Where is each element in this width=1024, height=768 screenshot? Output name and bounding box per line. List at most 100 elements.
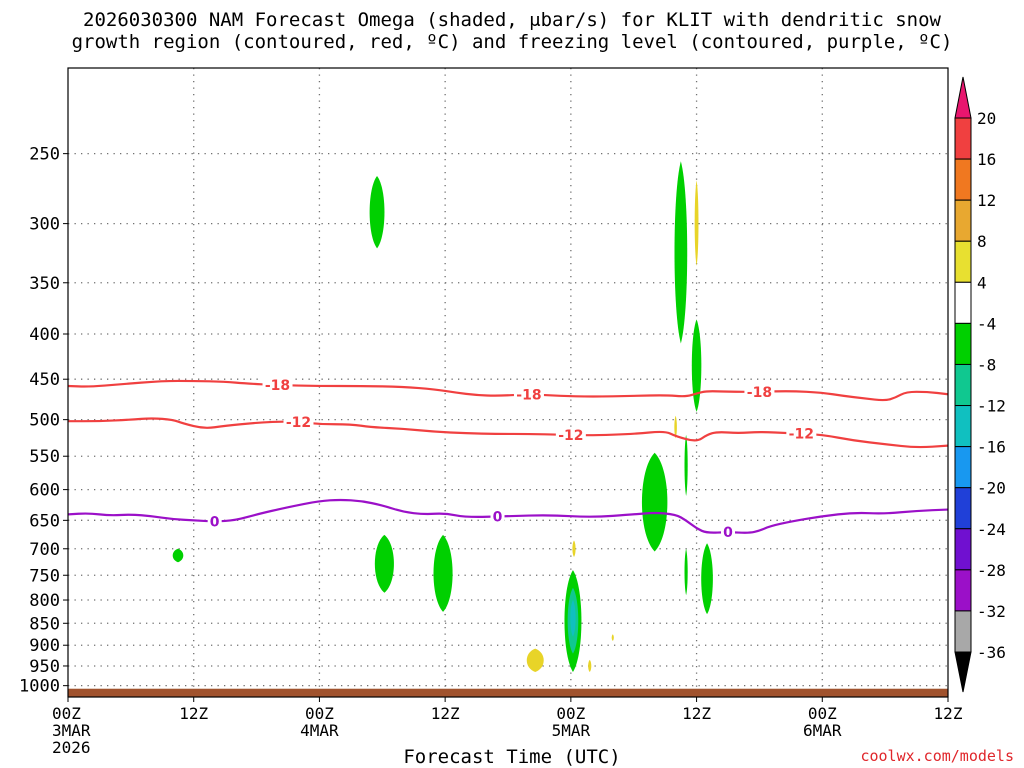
omega-minus4-520 bbox=[684, 434, 688, 496]
plot-frame bbox=[67, 67, 949, 698]
dgz-minus12 bbox=[68, 417, 948, 449]
freezing-level-0-label-bg-0 bbox=[207, 513, 222, 530]
credit-link[interactable]: coolwx.com/models bbox=[860, 747, 1014, 765]
colorbar-box-4 bbox=[954, 281, 972, 324]
colorbar-box-2 bbox=[954, 199, 972, 242]
x-tick-label-0-0: 00Z bbox=[52, 704, 81, 723]
dgz-minus12-label-bg-2 bbox=[786, 425, 817, 442]
dgz-minus18 bbox=[68, 379, 948, 402]
omega-minus4-715 bbox=[172, 548, 184, 563]
omega-minus4-445 bbox=[691, 319, 702, 412]
colorbar-box-1 bbox=[954, 158, 972, 201]
x-tick-label-12-0: 12Z bbox=[179, 704, 208, 723]
colorbar-label-12: -32 bbox=[977, 602, 1006, 621]
y-tick-label-350: 350 bbox=[29, 274, 60, 294]
dgz-minus12-label-1: -12 bbox=[558, 428, 583, 444]
colorbar-label-13: -36 bbox=[977, 643, 1006, 662]
x-tick-label-48-1: 5MAR bbox=[552, 721, 591, 740]
dgz-minus18-label-bg-2 bbox=[744, 383, 775, 400]
dgz-minus18-label-1: -18 bbox=[516, 387, 541, 403]
dgz-minus18-label-bg-1 bbox=[513, 386, 544, 403]
dgz-minus18-label-bg-0 bbox=[262, 377, 293, 394]
freezing-level-0-label-2: 0 bbox=[723, 525, 733, 541]
y-tick-label-400: 400 bbox=[29, 325, 60, 345]
dgz-minus12-label-bg-1 bbox=[555, 426, 586, 443]
colorbar-box-8 bbox=[954, 446, 972, 489]
x-tick-label-0-1: 3MAR bbox=[52, 721, 91, 740]
colorbar-label-2: 12 bbox=[977, 191, 996, 210]
x-tick-label-48-0: 00Z bbox=[556, 704, 585, 723]
x-tick-label-72-1: 6MAR bbox=[803, 721, 842, 740]
colorbar-top-triangle bbox=[954, 76, 972, 119]
colorbar-box-0 bbox=[954, 117, 972, 160]
x-tick-label-0-2: 2026 bbox=[52, 738, 91, 757]
colorbar-box-11 bbox=[954, 569, 972, 612]
omega-minus4-620 bbox=[641, 452, 668, 552]
colorbar-label-9: -20 bbox=[977, 479, 1006, 498]
colorbar-box-10 bbox=[954, 528, 972, 571]
y-tick-label-750: 750 bbox=[29, 566, 60, 586]
freezing-level-0-label-1: 0 bbox=[493, 509, 503, 525]
dgz-minus12-label-0: -12 bbox=[286, 415, 311, 431]
colorbar-label-5: -4 bbox=[977, 314, 996, 333]
y-axis: 2503003504004505005506006507007508008509… bbox=[19, 145, 68, 697]
colorbar-bottom-triangle bbox=[954, 651, 972, 693]
freezing-level-0-label-0: 0 bbox=[210, 515, 220, 531]
y-tick-label-900: 900 bbox=[29, 636, 60, 656]
freezing-level-0-label-bg-1 bbox=[490, 508, 505, 525]
colorbar-box-9 bbox=[954, 487, 972, 530]
omega-minus4-330 bbox=[674, 161, 688, 344]
colorbar-label-1: 16 bbox=[977, 150, 996, 169]
x-tick-label-60-0: 12Z bbox=[682, 704, 711, 723]
colorbar-box-5 bbox=[954, 322, 972, 365]
chart-title-line-2: growth region (contoured, red, ºC) and f… bbox=[71, 31, 953, 53]
colorbar-label-6: -8 bbox=[977, 355, 996, 374]
colorbar-label-11: -28 bbox=[977, 561, 1006, 580]
x-tick-label-24-0: 00Z bbox=[305, 704, 334, 723]
freezing-level-0-label-bg-2 bbox=[721, 523, 735, 540]
omega-plus4-505 bbox=[674, 415, 677, 439]
omega-minus4-750 bbox=[433, 534, 453, 612]
contour-lines: -18 -18 -18 -12 -12 -12 0 0 0 bbox=[68, 377, 948, 541]
terrain-fill bbox=[68, 688, 948, 697]
y-tick-label-700: 700 bbox=[29, 540, 60, 560]
omega-plus4-950 bbox=[588, 659, 592, 672]
y-tick-label-650: 650 bbox=[29, 511, 60, 531]
y-tick-label-950: 950 bbox=[29, 657, 60, 677]
dgz-minus12-label-bg-0 bbox=[283, 414, 314, 431]
y-tick-label-300: 300 bbox=[29, 215, 60, 235]
colorbar-label-7: -12 bbox=[977, 397, 1006, 416]
x-tick-label-72-0: 00Z bbox=[808, 704, 837, 723]
colorbar-label-8: -16 bbox=[977, 438, 1006, 457]
colorbar-box-7 bbox=[954, 405, 972, 448]
plot-area: -18 -18 -18 -12 -12 -12 0 0 0 bbox=[67, 67, 949, 698]
y-tick-label-600: 600 bbox=[29, 481, 60, 501]
x-axis-label: Forecast Time (UTC) bbox=[403, 746, 621, 768]
omega-minus4-300 bbox=[369, 175, 385, 249]
colorbar-box-6 bbox=[954, 363, 972, 407]
omega-plus4-700 bbox=[572, 540, 576, 557]
omega-minus4-750b bbox=[684, 548, 688, 596]
omega-shading bbox=[172, 161, 713, 672]
y-tick-label-800: 800 bbox=[29, 591, 60, 611]
colorbar-label-4: 4 bbox=[977, 273, 987, 292]
omega-minus12-840 bbox=[570, 600, 576, 637]
x-tick-label-36-0: 12Z bbox=[431, 704, 460, 723]
y-tick-label-1000: 1000 bbox=[19, 677, 60, 697]
omega-minus4-730 bbox=[374, 534, 394, 593]
omega-plus4-300 bbox=[694, 180, 699, 266]
dgz-minus12-label-2: -12 bbox=[789, 427, 814, 443]
y-tick-label-450: 450 bbox=[29, 370, 60, 390]
colorbar-label-3: 8 bbox=[977, 232, 987, 251]
dgz-minus18-label-2: -18 bbox=[747, 385, 772, 401]
y-tick-label-250: 250 bbox=[29, 145, 60, 165]
colorbar-label-10: -24 bbox=[977, 520, 1006, 539]
omega-plus4-880 bbox=[611, 634, 614, 641]
y-tick-label-850: 850 bbox=[29, 614, 60, 634]
omega-minus4-760 bbox=[701, 543, 713, 615]
dgz-minus18-label-0: -18 bbox=[265, 378, 290, 394]
y-tick-label-550: 550 bbox=[29, 447, 60, 467]
y-tick-label-500: 500 bbox=[29, 411, 60, 431]
